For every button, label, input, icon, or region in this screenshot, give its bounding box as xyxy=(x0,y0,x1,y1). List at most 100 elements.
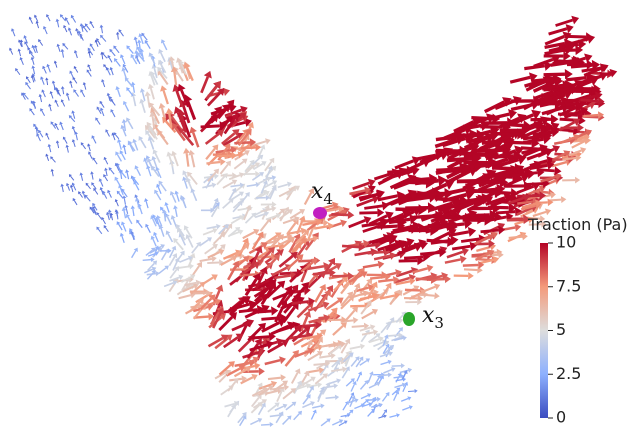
arrow-shaft xyxy=(27,84,30,89)
arrow-head xyxy=(551,114,559,124)
arrow-head xyxy=(39,94,43,97)
arrow-shaft xyxy=(111,51,115,56)
arrow-head xyxy=(90,171,94,174)
arrow-shaft xyxy=(319,356,331,358)
arrow-head xyxy=(360,344,365,350)
arrow-head xyxy=(125,169,129,173)
arrow-shaft xyxy=(172,195,176,203)
arrow-shaft xyxy=(102,110,104,116)
arrow-shaft xyxy=(360,383,366,390)
arrow-shaft xyxy=(89,67,91,72)
arrow-shaft xyxy=(133,96,135,106)
arrow-shaft xyxy=(164,91,168,104)
arrow-shaft xyxy=(388,335,398,336)
colorbar-tick-label: 10 xyxy=(556,233,576,252)
arrow-shaft xyxy=(66,20,69,25)
arrow-shaft xyxy=(49,147,50,153)
arrow-head xyxy=(122,144,126,148)
arrow-shaft xyxy=(143,35,147,40)
arrow-head xyxy=(159,103,166,109)
arrow-head xyxy=(281,374,286,381)
arrow-shaft xyxy=(544,74,565,75)
arrow-shaft xyxy=(294,414,300,420)
arrow-shaft xyxy=(52,171,53,176)
arrow-shaft xyxy=(56,125,58,130)
arrow-shaft xyxy=(163,42,167,49)
arrow-shaft xyxy=(250,420,258,424)
arrow-shaft xyxy=(169,257,174,266)
arrow-head xyxy=(18,48,21,51)
arrow-head xyxy=(61,86,65,89)
arrow-head xyxy=(259,367,265,375)
arrow-head xyxy=(577,123,584,132)
arrow-shaft xyxy=(91,46,94,51)
arrow-shaft xyxy=(121,172,122,179)
arrow-shaft xyxy=(357,374,360,381)
arrow-shaft xyxy=(74,79,77,83)
arrow-shaft xyxy=(139,43,140,50)
arrow-shaft xyxy=(51,93,53,98)
arrow-shaft xyxy=(101,181,103,187)
arrow-head xyxy=(216,224,221,230)
arrow-shaft xyxy=(129,48,134,54)
arrow-shaft xyxy=(481,230,499,232)
arrow-shaft xyxy=(127,80,132,87)
arrow-shaft xyxy=(33,47,35,52)
arrow-shaft xyxy=(207,227,217,229)
arrow-shaft xyxy=(303,397,308,404)
arrow-head xyxy=(378,261,385,269)
arrow-shaft xyxy=(97,120,100,125)
arrow-shaft xyxy=(115,134,119,138)
arrow-shaft xyxy=(48,67,50,73)
arrow-shaft xyxy=(206,162,220,163)
arrow-head xyxy=(402,336,406,341)
arrow-shaft xyxy=(71,83,72,88)
arrow-shaft xyxy=(203,231,213,235)
arrow-shaft xyxy=(38,136,41,141)
arrow-shaft xyxy=(33,68,34,74)
arrow-shaft xyxy=(106,170,107,176)
arrow-shaft xyxy=(93,138,96,144)
arrow-shaft xyxy=(368,375,371,383)
arrow-shaft xyxy=(394,385,402,387)
arrow-shaft xyxy=(127,172,128,179)
arrow-shaft xyxy=(64,139,67,144)
arrow-head xyxy=(134,50,139,54)
arrow-shaft xyxy=(142,92,144,101)
arrow-shaft xyxy=(31,53,34,58)
arrow-shaft xyxy=(103,82,105,87)
arrow-shaft xyxy=(58,143,59,148)
arrow-shaft xyxy=(98,40,101,45)
arrow-head xyxy=(401,363,405,368)
arrow-shaft xyxy=(332,421,340,424)
arrow-shaft xyxy=(368,411,373,416)
arrow-shaft xyxy=(119,142,121,149)
arrow-shaft xyxy=(190,175,197,184)
arrow-shaft xyxy=(125,104,129,111)
arrow-shaft xyxy=(98,229,102,234)
arrow-shaft xyxy=(170,270,176,279)
arrow-shaft xyxy=(122,236,124,243)
arrow-head xyxy=(31,65,35,68)
arrow-shaft xyxy=(128,121,133,129)
arrow-shaft xyxy=(261,424,270,425)
arrow-shaft xyxy=(32,78,33,83)
arrow-shaft xyxy=(116,61,120,67)
arrow-shaft xyxy=(234,162,243,169)
arrow-shaft xyxy=(68,185,70,190)
arrow-shaft xyxy=(369,384,377,388)
arrow-shaft xyxy=(275,406,284,410)
arrow-shaft xyxy=(73,17,76,22)
arrow-shaft xyxy=(247,185,256,187)
arrow-shaft xyxy=(75,68,78,72)
arrow-shaft xyxy=(545,50,566,54)
arrow-shaft xyxy=(339,422,345,425)
arrow-shaft xyxy=(128,217,132,224)
marker-letter: x xyxy=(422,303,435,328)
arrow-shaft xyxy=(121,172,126,178)
arrow-head xyxy=(271,306,278,315)
arrow-shaft xyxy=(148,169,151,177)
arrow-shaft xyxy=(177,194,179,202)
arrow-head xyxy=(65,145,69,148)
arrow-head xyxy=(104,168,108,171)
